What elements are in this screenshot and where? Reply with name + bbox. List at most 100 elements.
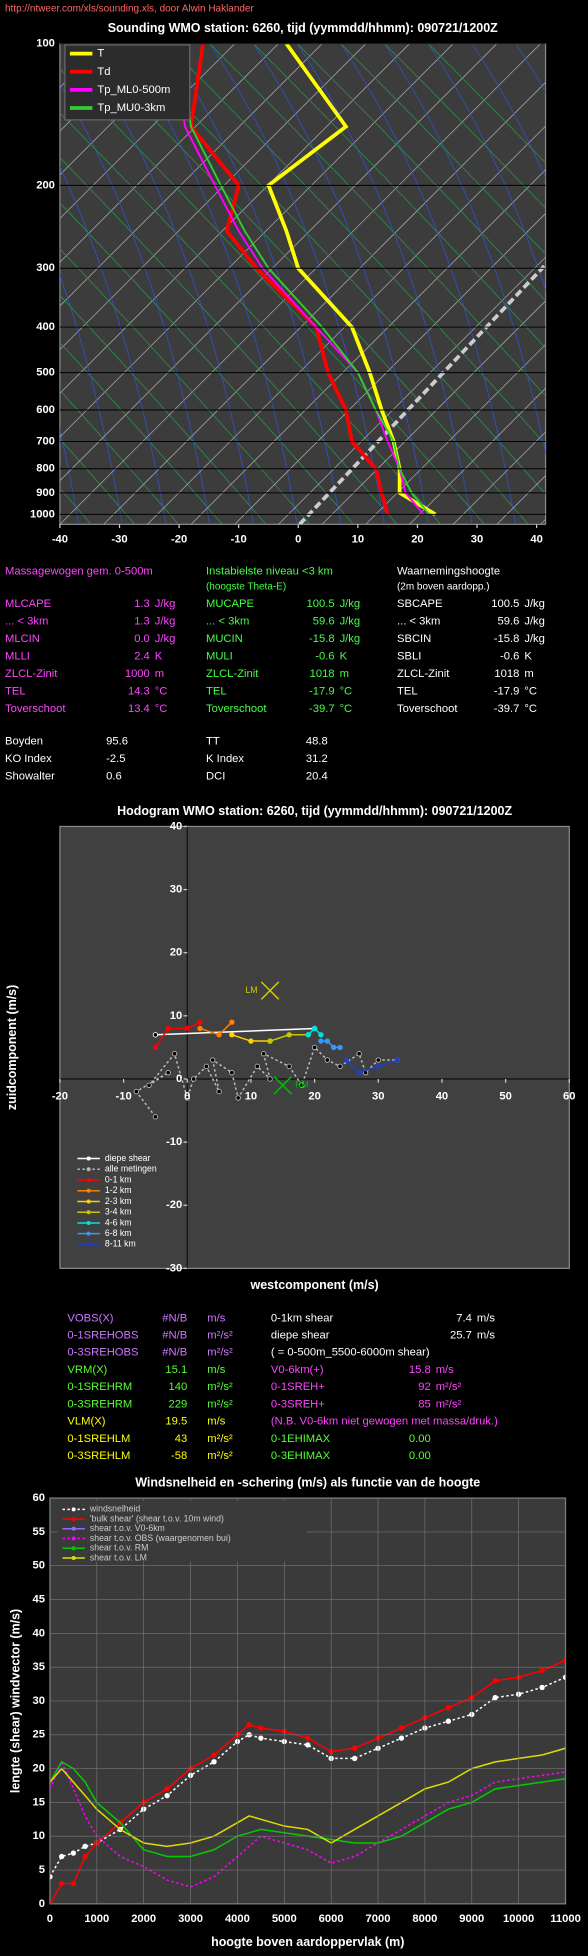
data-point xyxy=(299,1082,305,1088)
legend-label: Tp_MU0-3km xyxy=(97,102,165,114)
y-tick-label: 50 xyxy=(32,1560,44,1572)
stat-value: 19.5 xyxy=(165,1416,187,1428)
x-tick-label: 20 xyxy=(308,1090,320,1102)
isotherm xyxy=(59,43,323,307)
legend-marker xyxy=(86,1231,91,1236)
data-point xyxy=(260,1051,267,1057)
stat-label: VLM(X) xyxy=(67,1416,105,1428)
index-value: 20.4 xyxy=(306,770,328,782)
moist-adiabat xyxy=(340,43,517,525)
legend-label: windsnelheid xyxy=(89,1504,141,1514)
data-point xyxy=(70,1850,77,1856)
stat-label: 0-1SREH+ xyxy=(271,1381,325,1393)
legend-label: 3-4 km xyxy=(105,1207,132,1217)
x-tick-label: -20 xyxy=(171,533,187,545)
stat-label: (N.B. V0-6km niet gewogen met massa/druk… xyxy=(271,1416,498,1428)
param-unit: J/kg xyxy=(155,598,176,610)
stat-value: 85 xyxy=(418,1398,430,1410)
series-line xyxy=(189,43,390,515)
legend-box xyxy=(64,44,191,121)
stat-value: 15.1 xyxy=(165,1364,187,1376)
data-point xyxy=(324,1038,331,1044)
dry-adiabat xyxy=(59,112,442,525)
data-point xyxy=(164,1792,170,1799)
series-line xyxy=(154,1021,201,1048)
y-tick-label: 20 xyxy=(170,947,182,959)
series-line xyxy=(49,1676,566,1878)
data-point xyxy=(337,1044,343,1051)
stat-unit: m²/s² xyxy=(207,1450,233,1462)
x-tick-label: 0 xyxy=(295,533,301,545)
storm-motion xyxy=(260,981,280,1000)
stat-value: 229 xyxy=(169,1398,188,1410)
legend-marker xyxy=(86,1188,91,1193)
data-point xyxy=(165,1069,171,1076)
param-value: -15.8 xyxy=(309,633,335,645)
index-label: TT xyxy=(206,736,220,748)
param-value: -15.8 xyxy=(494,633,520,645)
dry-adiabat xyxy=(384,43,546,209)
data-point xyxy=(398,1735,405,1741)
dry-adiabat xyxy=(59,157,398,525)
param-label: ZLCL-Zinit xyxy=(5,668,58,680)
data-point xyxy=(331,1044,337,1051)
legend-marker xyxy=(71,1517,76,1522)
y-tick-label: 40 xyxy=(32,1627,44,1639)
moist-adiabat xyxy=(559,44,588,525)
data-point xyxy=(267,1038,273,1044)
legend-marker xyxy=(86,1177,91,1182)
legend-label: T xyxy=(97,48,104,60)
stat-label: 0-3EHIMAX xyxy=(271,1450,331,1462)
data-point xyxy=(171,1051,178,1057)
legend-marker xyxy=(86,1220,91,1225)
index-label: KO Index xyxy=(5,753,52,765)
isotherm xyxy=(59,43,498,482)
data-point xyxy=(375,1063,381,1070)
storm-label: RM xyxy=(295,1080,309,1090)
isotherm xyxy=(103,81,546,525)
data-point xyxy=(152,1044,159,1051)
param-unit: J/kg xyxy=(155,616,176,628)
stat-value: 43 xyxy=(175,1433,187,1445)
data-point xyxy=(82,1843,88,1850)
y-tick-label: 10 xyxy=(170,1010,182,1022)
x-tick-label: -30 xyxy=(111,533,127,545)
data-point xyxy=(398,1725,405,1731)
y-tick-label: 800 xyxy=(36,463,55,475)
url: http://ntweer.com/xls/sounding.xls, door… xyxy=(5,3,254,14)
data-point xyxy=(324,1057,331,1063)
x-tick-label: 40 xyxy=(530,533,542,545)
legend-label: shear t.o.v. RM xyxy=(90,1543,148,1553)
data-point xyxy=(318,1032,324,1038)
x-tick-label: 60 xyxy=(563,1090,575,1102)
param-value: -17.9 xyxy=(309,686,335,698)
legend-label: shear t.o.v. OBS (waargenomen bui) xyxy=(90,1533,231,1543)
stat-value: 7.4 xyxy=(456,1312,472,1324)
data-point xyxy=(152,1114,159,1120)
x-tick-label: -10 xyxy=(115,1090,131,1102)
legend-marker xyxy=(71,1526,76,1531)
data-point xyxy=(492,1694,498,1701)
legend-label: 4-6 km xyxy=(105,1217,132,1227)
data-point xyxy=(258,1725,264,1731)
isotherm xyxy=(147,125,546,525)
stat-label: 0-1km shear xyxy=(271,1312,334,1324)
isotherm xyxy=(365,344,546,525)
param-label: ZLCL-Zinit xyxy=(206,668,259,680)
isotherm xyxy=(59,43,192,176)
legend-marker xyxy=(86,1156,91,1161)
param-value: 1018 xyxy=(494,668,519,680)
chart-title: Windsnelheid en -schering (m/s) als func… xyxy=(135,1475,480,1489)
data-point xyxy=(190,1076,197,1082)
x-tick-label: 8000 xyxy=(412,1913,437,1925)
stat-unit: m²/s² xyxy=(207,1433,233,1445)
isotherm xyxy=(0,44,16,525)
param-label: ... < 3km xyxy=(5,616,48,628)
param-unit: J/kg xyxy=(340,616,361,628)
x-tick-label: 9000 xyxy=(459,1913,484,1925)
stat-unit: m²/s² xyxy=(436,1398,462,1410)
param-value: 1000 xyxy=(125,668,150,680)
index-label: Boyden xyxy=(5,736,43,748)
param-unit: J/kg xyxy=(340,633,361,645)
